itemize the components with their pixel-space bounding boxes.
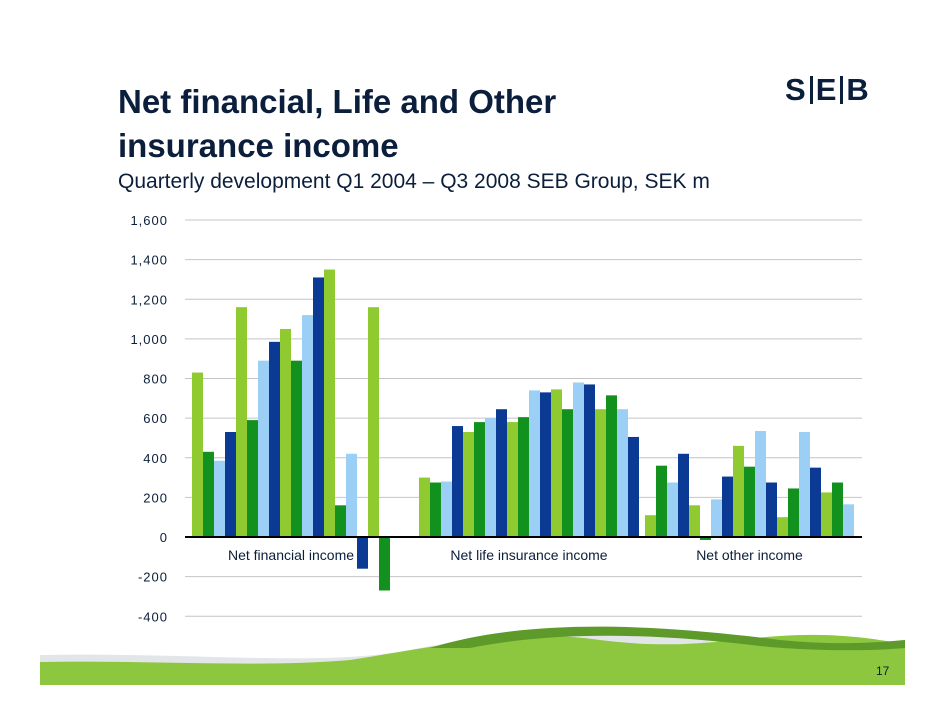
bar <box>280 328 291 537</box>
bar <box>606 395 617 537</box>
bar <box>357 537 368 569</box>
bar <box>225 431 236 537</box>
y-tick-label: 400 <box>143 451 168 466</box>
bar <box>247 420 258 537</box>
bar <box>474 422 485 537</box>
bar <box>419 477 430 537</box>
bar <box>291 360 302 537</box>
slide-title: Net financial, Life and Other insurance … <box>118 83 557 164</box>
bar <box>645 515 656 537</box>
bar <box>507 422 518 537</box>
bar <box>269 341 280 537</box>
bar <box>667 482 678 537</box>
page-number: 17 <box>876 664 890 678</box>
bar <box>733 445 744 537</box>
bar <box>302 315 313 537</box>
y-tick-label: 0 <box>160 530 168 545</box>
logo-letter-e: E <box>815 72 838 107</box>
bar <box>821 492 832 537</box>
logo-letter-b: B <box>846 72 870 107</box>
bar <box>485 418 496 537</box>
category-label: Net other income <box>696 547 803 563</box>
category-label: Net life insurance income <box>450 547 607 563</box>
y-tick-label: 600 <box>143 411 168 426</box>
bar <box>540 392 551 537</box>
bar <box>379 537 390 591</box>
bar <box>755 431 766 537</box>
bar <box>843 504 854 537</box>
bar <box>678 453 689 537</box>
category-label: Net financial income <box>228 547 354 563</box>
bar <box>689 505 700 537</box>
logo-letter-s: S <box>785 72 807 107</box>
bar <box>832 482 843 537</box>
wave-dark-green-band <box>430 626 905 651</box>
bar <box>628 436 639 537</box>
y-tick-label: 200 <box>143 490 168 505</box>
y-tick-label: 1,000 <box>130 332 168 347</box>
bar <box>744 466 755 537</box>
bar <box>810 467 821 537</box>
bar <box>335 505 346 537</box>
bar <box>766 482 777 537</box>
bar <box>203 451 214 537</box>
y-tick-label: -200 <box>138 570 168 585</box>
bar <box>584 384 595 537</box>
slide-subtitle: Quarterly development Q1 2004 – Q3 2008 … <box>118 170 710 193</box>
bar <box>463 431 474 537</box>
bar <box>430 482 441 537</box>
bar <box>617 409 628 537</box>
bar <box>452 426 463 537</box>
y-tick-label: -400 <box>138 609 168 624</box>
bar <box>711 499 722 537</box>
bar <box>573 382 584 537</box>
bar <box>368 307 379 537</box>
footer-wave <box>40 626 905 685</box>
bar <box>656 465 667 537</box>
bar <box>441 481 452 537</box>
bar <box>192 372 203 537</box>
y-tick-label: 1,200 <box>130 292 168 307</box>
bar <box>258 360 269 537</box>
y-tick-label: 1,400 <box>130 253 168 268</box>
bar <box>595 409 606 537</box>
bar <box>236 307 247 537</box>
bar <box>799 431 810 537</box>
bar <box>700 537 711 540</box>
y-tick-label: 1,600 <box>130 213 168 228</box>
bar <box>788 488 799 537</box>
bar <box>777 517 788 537</box>
bar <box>551 389 562 537</box>
bar <box>496 409 507 537</box>
bar <box>324 269 335 537</box>
bar <box>722 476 733 537</box>
bar <box>346 453 357 537</box>
y-tick-label: 800 <box>143 372 168 387</box>
bar <box>214 460 225 537</box>
bar <box>562 409 573 537</box>
bar <box>313 277 324 537</box>
bar <box>529 390 540 537</box>
bar <box>518 417 529 537</box>
wave-green-band <box>40 634 905 685</box>
